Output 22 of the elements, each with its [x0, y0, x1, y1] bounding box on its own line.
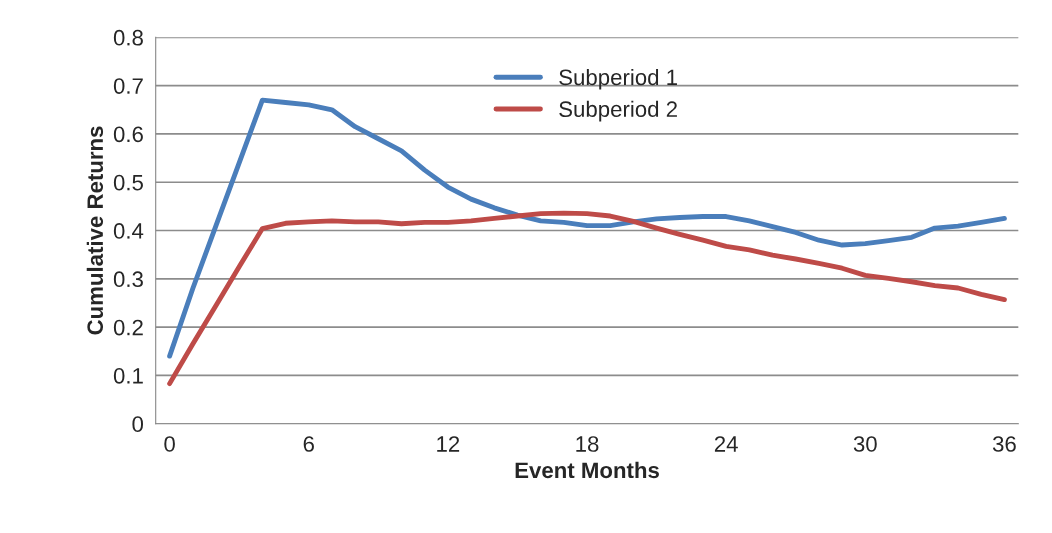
line-series [167, 97, 1007, 359]
x-tick-label: 0 [164, 436, 175, 452]
y-tick-label: 0.2 [113, 319, 143, 336]
y-tick-label: 0.6 [113, 126, 143, 143]
x-tick-label: 36 [992, 436, 1016, 452]
x-tick-label: 6 [303, 436, 314, 452]
y-tick-label: 0.1 [113, 367, 143, 384]
y-tick-label: 0 [132, 416, 144, 433]
x-axis-title: Event Months [515, 461, 659, 479]
y-axis-title: Cumulative Returns [86, 126, 104, 335]
y-tick-label: 0.3 [113, 271, 143, 288]
x-tick-label: 18 [576, 436, 599, 452]
y-tick-label: 0.7 [113, 78, 143, 94]
y-tick-label: 0.4 [113, 223, 144, 239]
x-tick-label: 30 [853, 436, 877, 452]
y-tick-label: 0.5 [113, 174, 143, 191]
legend-label: Subperiod 2 [559, 100, 677, 122]
y-tick-label: 0.8 [113, 29, 143, 46]
legend-label: Subperiod 1 [559, 68, 677, 90]
line-series [167, 210, 1007, 387]
x-tick-label: 12 [437, 436, 460, 452]
x-tick-label: 24 [714, 436, 738, 452]
